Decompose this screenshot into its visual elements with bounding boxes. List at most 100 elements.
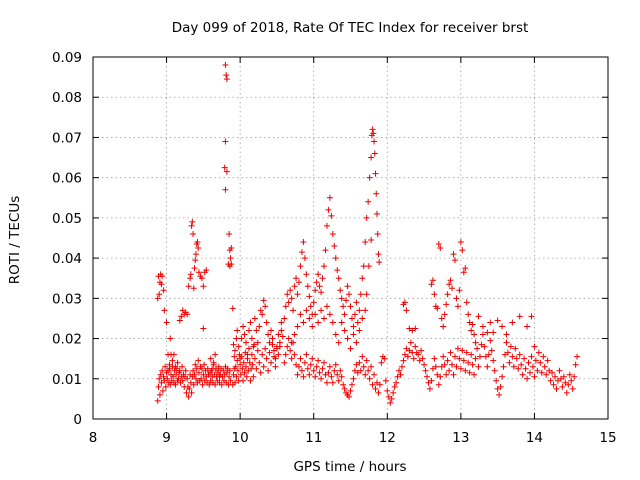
data-point (182, 367, 189, 374)
data-point (198, 275, 205, 282)
data-point (222, 62, 229, 69)
data-point (475, 363, 482, 370)
data-point (337, 287, 344, 294)
data-point (263, 319, 270, 326)
data-point (257, 369, 264, 376)
data-point (356, 359, 363, 366)
data-point (370, 130, 377, 137)
data-point (350, 375, 357, 382)
data-point (484, 329, 491, 336)
data-point (306, 293, 313, 300)
data-point (373, 190, 380, 197)
data-point (460, 357, 467, 364)
data-point (297, 355, 304, 362)
data-point (494, 317, 501, 324)
data-point (359, 275, 366, 282)
data-point (343, 297, 350, 304)
data-point (487, 337, 494, 344)
data-point (366, 375, 373, 382)
data-point (244, 355, 251, 362)
data-point (186, 385, 193, 392)
data-point (322, 247, 329, 254)
data-point (366, 174, 373, 181)
data-point (200, 325, 207, 332)
data-point (348, 381, 355, 388)
data-point (218, 381, 225, 388)
data-point (204, 365, 211, 372)
data-point (257, 307, 264, 314)
data-point (226, 367, 233, 374)
data-point (231, 347, 238, 354)
data-points (154, 62, 581, 406)
data-point (360, 363, 367, 370)
data-point (503, 331, 510, 338)
data-point (288, 355, 295, 362)
data-point (332, 331, 339, 338)
data-point (444, 357, 451, 364)
data-point (167, 381, 174, 388)
data-point (540, 353, 547, 360)
data-point (334, 267, 341, 274)
data-point (176, 317, 183, 324)
data-point (272, 363, 279, 370)
data-point (222, 138, 229, 145)
data-point (303, 307, 310, 314)
data-point (347, 303, 354, 310)
data-point (223, 168, 230, 175)
data-point (391, 383, 398, 390)
data-point (528, 353, 535, 360)
data-point (253, 365, 260, 372)
data-point (371, 150, 378, 157)
data-point (441, 361, 448, 368)
data-point (375, 251, 382, 258)
x-axis-label: GPS time / hours (293, 459, 406, 475)
data-point (329, 230, 336, 237)
plot-frame (92, 56, 609, 420)
data-point (312, 311, 319, 318)
data-point (459, 247, 466, 254)
data-point (269, 335, 276, 342)
data-point (513, 355, 520, 362)
data-point (326, 363, 333, 370)
data-point (432, 363, 439, 370)
data-point (309, 355, 316, 362)
data-point (281, 359, 288, 366)
data-point (200, 283, 207, 290)
data-point (282, 351, 289, 358)
data-point (481, 343, 488, 350)
data-point (300, 373, 307, 380)
data-point (240, 359, 247, 366)
data-point (195, 357, 202, 364)
data-point (491, 367, 498, 374)
data-point (301, 255, 308, 262)
data-point (519, 371, 526, 378)
data-point (347, 387, 354, 394)
data-point (371, 371, 378, 378)
data-point (297, 311, 304, 318)
data-point (190, 230, 197, 237)
data-point (237, 371, 244, 378)
data-point (285, 299, 292, 306)
data-point (344, 283, 351, 290)
data-point (453, 295, 460, 302)
data-point (161, 307, 168, 314)
data-point (449, 285, 456, 292)
data-point (262, 345, 269, 352)
data-point (316, 369, 323, 376)
data-point (263, 355, 270, 362)
data-point (465, 311, 472, 318)
data-point (531, 373, 538, 380)
data-point (547, 377, 554, 384)
data-point (348, 315, 355, 322)
data-point (393, 379, 400, 386)
data-point (154, 397, 161, 404)
data-point (572, 361, 579, 368)
data-point (207, 355, 214, 362)
data-point (183, 389, 190, 396)
data-point (290, 307, 297, 314)
data-point (369, 126, 376, 133)
data-point (198, 375, 205, 382)
data-point (212, 351, 219, 358)
data-point (301, 359, 308, 366)
